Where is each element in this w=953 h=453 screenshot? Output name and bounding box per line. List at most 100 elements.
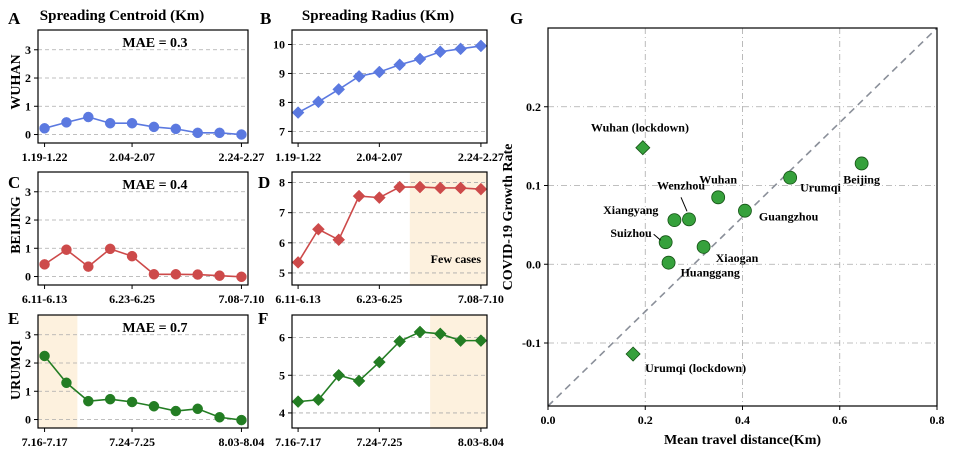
series-line (43, 355, 242, 421)
point-label: Guangzhou (759, 210, 819, 224)
y-tick-label: 0 (25, 128, 31, 142)
identity-line (547, 27, 938, 407)
data-point (126, 396, 138, 408)
data-point (61, 117, 72, 128)
data-point (236, 271, 247, 283)
data-point (104, 243, 116, 255)
mae-label: MAE = 0.7 (122, 321, 187, 336)
y-tick-label: 0.0 (526, 257, 541, 271)
y-tick-label: -0.1 (522, 336, 541, 350)
scatter-point (661, 255, 676, 270)
scatter-point (738, 203, 752, 218)
data-point (61, 377, 72, 389)
x-tick-label: 6.23-6.25 (109, 292, 155, 306)
point-label: Wuhan (699, 172, 737, 186)
axes-frame (37, 314, 249, 429)
data-point (393, 58, 407, 72)
mae-label: MAE = 0.3 (122, 36, 187, 51)
row-label-urumqi: URUMQI (9, 340, 24, 400)
axes-frame (291, 171, 488, 286)
data-point (454, 334, 467, 347)
y-tick-label: 6 (279, 236, 285, 250)
data-point (372, 191, 386, 204)
data-point (352, 189, 366, 203)
x-tick-label: 7.08-7.10 (218, 292, 264, 306)
data-point (104, 117, 116, 129)
data-point (372, 65, 386, 79)
data-point (433, 45, 447, 59)
title-spreading-centroid: Spreading Centroid (Km) (40, 8, 204, 24)
point-label: Wenzhou (657, 178, 705, 192)
data-point (170, 123, 182, 135)
series-line (298, 331, 481, 403)
chart-e: 0 1 2 3 7.16-7.17 7.24-7.25 8.03-8.04 MAE = 0.7 (22, 314, 264, 449)
data-point (170, 405, 182, 417)
chart-g: 0.0 0.2 0.4 0.6 0.8 -0.1 0.0 0.1 0.2 Wuhan (lockd… (501, 27, 945, 448)
x-tick-label: 6.11-6.13 (22, 292, 67, 306)
label-leader (680, 197, 688, 212)
data-point (126, 117, 138, 129)
x-tick-label: 2.24-2.27 (218, 150, 264, 164)
y-tick-label: 1 (25, 384, 31, 398)
y-tick-label: 10 (273, 37, 285, 51)
data-point (433, 181, 447, 195)
x-tick-label: 0.4 (735, 413, 750, 427)
data-point (413, 180, 427, 194)
row-label-beijing: BEIJING (9, 196, 24, 254)
x-tick-label: 0.0 (541, 413, 556, 427)
data-point (372, 355, 386, 369)
y-tick-label: 3 (25, 328, 31, 342)
series-line (297, 45, 482, 114)
axes-frame (37, 171, 249, 286)
data-point (236, 129, 247, 140)
point-label: Suizhou (610, 226, 652, 240)
y-tick-label: 5 (279, 368, 285, 382)
scatter-point (667, 213, 682, 228)
chart-b: 7 8 9 10 1.19-1.22 2.04-2.07 2.24-2.27 (273, 29, 504, 164)
scatter-point (635, 140, 651, 156)
data-point (352, 374, 366, 388)
y-tick-label: 7 (279, 206, 285, 220)
scatter-point (625, 346, 641, 362)
point-label: Beijing (843, 172, 880, 186)
data-point (474, 334, 488, 347)
y-tick-label: 9 (279, 66, 285, 80)
data-point (236, 414, 247, 426)
x-tick-label: 2.04-2.07 (356, 150, 402, 164)
axes-frame (547, 27, 938, 407)
data-point (214, 270, 225, 281)
x-tick-label: 8.03-8.04 (218, 435, 264, 449)
panel-letter-c: C (8, 173, 20, 192)
axes-frame (37, 29, 249, 144)
data-point (413, 325, 427, 339)
data-point (332, 233, 346, 247)
data-point (39, 259, 50, 270)
scatter-point (658, 235, 673, 250)
x-tick-label: 0.2 (638, 413, 653, 427)
label-leader (653, 233, 661, 241)
data-point (393, 180, 407, 194)
point-label: Wuhan (lockdown) (591, 121, 689, 135)
x-tick-label: 7.16-7.17 (275, 435, 321, 449)
data-point (291, 106, 305, 119)
y-tick-label: 1 (25, 241, 31, 255)
x-tick-label: 6.23-6.25 (356, 292, 402, 306)
data-point (83, 395, 94, 407)
y-tick-label: 2 (25, 71, 31, 85)
x-tick-label: 0.8 (930, 413, 945, 427)
data-point (332, 83, 346, 96)
x-tick-label: 7.08-7.10 (458, 292, 504, 306)
x-tick-label: 1.19-1.22 (22, 150, 68, 164)
x-tick-label: 2.24-2.27 (458, 150, 504, 164)
series-line (297, 186, 481, 263)
y-tick-label: 2 (25, 213, 31, 227)
panel-letter-e: E (8, 309, 19, 328)
data-point (352, 70, 366, 83)
axes-frame (291, 29, 488, 144)
scatter-point (711, 190, 726, 205)
x-tick-label: 7.24-7.25 (109, 435, 155, 449)
data-point (170, 269, 182, 280)
y-tick-label: 0.2 (526, 100, 541, 114)
data-point (39, 350, 50, 362)
